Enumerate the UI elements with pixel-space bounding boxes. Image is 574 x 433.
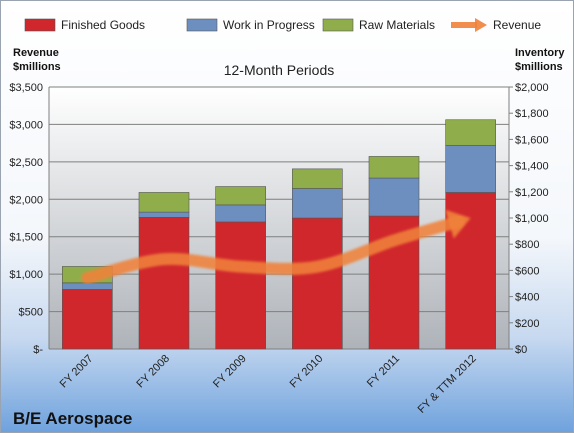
right-tick-label: $1,200 (515, 187, 549, 199)
bar-finished-goods-0 (62, 289, 113, 350)
right-tick-label: $1,600 (515, 134, 549, 146)
left-tick-label: $1,000 (9, 269, 43, 281)
left-tick-label: $500 (19, 307, 43, 319)
left-tick-label: $1,500 (9, 232, 43, 244)
legend-label: Work in Progress (223, 18, 315, 32)
bar-raw-materials-1 (138, 192, 190, 213)
right-tick-label: $1,800 (515, 108, 549, 120)
right-tick-label: $2,000 (515, 82, 549, 94)
right-tick-label: $1,000 (515, 213, 549, 225)
bar-raw-materials-5 (445, 119, 496, 146)
chart-title: 12-Month Periods (224, 62, 335, 78)
bar-raw-materials-4 (368, 156, 420, 179)
legend-swatch-finished-goods (24, 18, 56, 32)
left-tick-label: $3,000 (9, 119, 43, 131)
category-label: FY 2009 (211, 353, 249, 391)
right-tick-label: $400 (515, 292, 539, 304)
right-tick-label: $600 (515, 265, 539, 277)
left-tick-label: $3,500 (9, 82, 43, 94)
bar-raw-materials-2 (215, 186, 266, 206)
left-tick-label: $2,000 (9, 194, 43, 206)
right-tick-label: $800 (515, 239, 539, 251)
category-label: FY 2010 (288, 353, 326, 391)
revenue-arrowhead (445, 209, 471, 239)
right-axis-title-line2: $millions (515, 61, 563, 73)
bar-work-in-progress-3 (292, 188, 343, 219)
company-label: B/E Aerospace (13, 409, 132, 428)
bar-finished-goods-3 (292, 217, 343, 350)
left-tick-label: $2,500 (9, 157, 43, 169)
left-axis-title-line2: $millions (13, 61, 61, 73)
revenue-line (81, 215, 464, 284)
right-axis-title-line1: Inventory (515, 47, 565, 59)
category-label: FY 2007 (58, 353, 96, 391)
bar-finished-goods-1 (138, 217, 190, 350)
right-tick-label: $0 (515, 344, 527, 356)
legend-label: Revenue (493, 18, 541, 32)
bar-work-in-progress-4 (368, 177, 420, 217)
bar-raw-materials-3 (292, 168, 343, 189)
legend-swatch-work-in-progress (186, 18, 218, 32)
legend-label: Finished Goods (61, 18, 145, 32)
left-tick-label: $- (33, 344, 43, 356)
right-tick-label: $200 (515, 318, 539, 330)
category-label: FY & TTM 2012 (416, 353, 479, 416)
bar-work-in-progress-5 (445, 144, 496, 193)
category-label: FY 2011 (365, 353, 402, 390)
bar-finished-goods-2 (215, 221, 266, 350)
plot-area (49, 87, 509, 349)
legend-swatch-raw-materials (322, 18, 354, 32)
bar-work-in-progress-1 (138, 211, 190, 218)
category-label: FY 2008 (134, 353, 172, 391)
legend-label: Raw Materials (359, 18, 435, 32)
right-tick-label: $1,400 (515, 161, 549, 173)
legend-arrow-revenue (475, 18, 487, 32)
bar-work-in-progress-2 (215, 204, 266, 223)
left-axis-title-line1: Revenue (13, 47, 59, 59)
